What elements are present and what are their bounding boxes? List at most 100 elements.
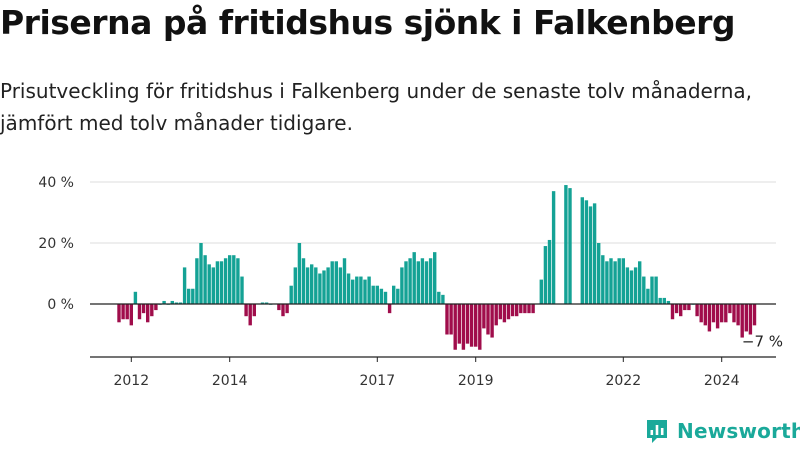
bar — [330, 261, 334, 304]
x-tick-label: 2014 — [212, 373, 248, 389]
bar — [211, 267, 215, 304]
bar — [486, 304, 490, 335]
bar — [187, 288, 191, 304]
y-tick-label: 40 % — [38, 175, 74, 191]
bar — [207, 264, 211, 304]
bar — [355, 276, 359, 304]
bar — [141, 304, 146, 314]
bar — [646, 288, 650, 304]
bar — [400, 267, 404, 304]
bar — [720, 304, 724, 323]
bar — [650, 276, 654, 304]
bar — [244, 304, 248, 317]
bar — [449, 304, 453, 335]
bar — [363, 279, 367, 304]
bar — [683, 304, 687, 311]
brand-name: Newsworthy — [677, 419, 800, 443]
bar — [162, 300, 166, 304]
bar — [441, 294, 445, 304]
bar — [396, 288, 400, 304]
bar — [695, 304, 699, 317]
bar — [240, 276, 244, 304]
bar — [125, 304, 129, 320]
bar — [502, 304, 507, 323]
bar — [387, 304, 392, 314]
bar — [621, 258, 625, 304]
bar — [383, 291, 388, 304]
bar — [662, 297, 666, 304]
bar — [260, 302, 265, 304]
bar — [318, 273, 322, 304]
x-tick-label: 2019 — [458, 373, 494, 389]
bar — [351, 279, 355, 304]
bar — [531, 304, 535, 314]
bar — [687, 304, 691, 311]
bar — [133, 291, 138, 304]
y-tick-label: 0 % — [47, 297, 74, 313]
bar — [404, 261, 408, 304]
bar — [170, 300, 174, 304]
bar — [117, 304, 121, 323]
bar — [469, 304, 474, 347]
bar — [715, 304, 720, 329]
bar — [523, 304, 527, 314]
bar — [699, 304, 703, 323]
bar — [658, 297, 662, 304]
bar — [203, 255, 207, 304]
bar — [379, 288, 384, 304]
bar — [433, 252, 437, 304]
bar — [679, 304, 683, 317]
bar — [461, 304, 466, 350]
bar — [326, 267, 330, 304]
bar — [359, 276, 363, 304]
bar — [412, 252, 416, 304]
brand-logo: Newsworthy — [645, 418, 800, 444]
bar — [322, 270, 326, 304]
bar — [342, 258, 347, 304]
bar — [223, 258, 228, 304]
bar — [137, 304, 142, 320]
bar — [674, 304, 679, 314]
bar — [310, 264, 314, 304]
bar — [178, 302, 183, 304]
bar — [228, 255, 232, 304]
bar — [605, 261, 609, 304]
bar — [297, 243, 302, 304]
bar — [252, 304, 256, 317]
bar — [568, 188, 572, 304]
bar — [736, 304, 740, 326]
bar — [707, 304, 712, 332]
bar — [182, 267, 187, 304]
bar — [334, 261, 338, 304]
bar — [293, 267, 297, 304]
chart-subtitle: Prisutveckling för fritidshus i Falkenbe… — [0, 79, 753, 135]
bar — [408, 258, 412, 304]
bar — [601, 255, 605, 304]
bar — [478, 304, 482, 350]
bar — [199, 243, 203, 304]
bar — [154, 304, 158, 311]
bar — [129, 304, 133, 326]
bar — [564, 185, 568, 304]
bar — [371, 285, 375, 304]
bar — [375, 285, 379, 304]
bar — [740, 304, 744, 338]
bar — [474, 304, 478, 347]
bar — [539, 279, 543, 304]
bar — [367, 276, 371, 304]
bar — [666, 300, 671, 304]
x-tick-label: 2017 — [359, 373, 395, 389]
bar — [232, 255, 236, 304]
bar — [277, 304, 281, 311]
bar — [490, 304, 494, 338]
bar — [146, 304, 150, 323]
y-tick-label: 20 % — [38, 236, 74, 252]
bar — [654, 276, 658, 304]
end-value-label: −7 % — [742, 332, 783, 350]
bar — [445, 304, 449, 335]
bar — [305, 267, 310, 304]
bar — [416, 261, 420, 304]
bar — [314, 267, 318, 304]
bar — [191, 288, 195, 304]
bar — [465, 304, 470, 344]
